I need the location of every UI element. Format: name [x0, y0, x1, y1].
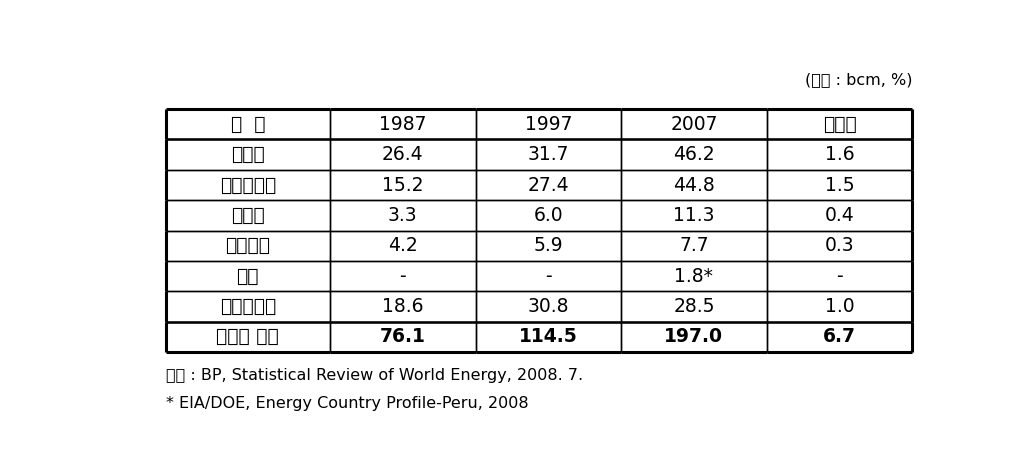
Text: 114.5: 114.5: [519, 327, 578, 346]
Text: 4.2: 4.2: [387, 236, 418, 255]
Text: 중남미 전체: 중남미 전체: [217, 327, 279, 346]
Text: 5.9: 5.9: [534, 236, 564, 255]
Text: 0.3: 0.3: [825, 236, 855, 255]
Text: 1.6: 1.6: [825, 145, 855, 164]
Text: 7.7: 7.7: [680, 236, 709, 255]
Text: 15.2: 15.2: [382, 176, 424, 195]
Text: 콜롬비아: 콜롬비아: [225, 236, 270, 255]
Text: 페루: 페루: [236, 267, 259, 286]
Text: 27.4: 27.4: [527, 176, 569, 195]
Text: 1997: 1997: [524, 115, 572, 134]
Text: 6.0: 6.0: [534, 206, 564, 225]
Text: 브라질: 브라질: [231, 206, 264, 225]
Text: 1.0: 1.0: [825, 297, 855, 316]
Text: 점유율: 점유율: [823, 115, 857, 134]
Text: 31.7: 31.7: [527, 145, 569, 164]
Text: 국  명: 국 명: [231, 115, 265, 134]
Text: 28.5: 28.5: [673, 297, 715, 316]
Text: 76.1: 76.1: [380, 327, 426, 346]
Text: 자료 : BP, Statistical Review of World Energy, 2008. 7.: 자료 : BP, Statistical Review of World Ene…: [166, 368, 583, 383]
Text: 26.4: 26.4: [382, 145, 424, 164]
Text: 1987: 1987: [379, 115, 427, 134]
Text: 아르헨티나: 아르헨티나: [220, 176, 276, 195]
Text: 1.5: 1.5: [825, 176, 855, 195]
Text: -: -: [545, 267, 551, 286]
Text: 베네수엘라: 베네수엘라: [220, 297, 276, 316]
Text: 30.8: 30.8: [527, 297, 569, 316]
Text: -: -: [836, 267, 843, 286]
Text: 0.4: 0.4: [825, 206, 855, 225]
Text: 18.6: 18.6: [382, 297, 424, 316]
Text: (단위 : bcm, %): (단위 : bcm, %): [805, 73, 913, 88]
Text: 44.8: 44.8: [673, 176, 715, 195]
Text: 2007: 2007: [670, 115, 718, 134]
Text: -: -: [400, 267, 406, 286]
Text: 멕시코: 멕시코: [231, 145, 264, 164]
Text: * EIA/DOE, Energy Country Profile-Peru, 2008: * EIA/DOE, Energy Country Profile-Peru, …: [166, 396, 528, 411]
Text: 6.7: 6.7: [823, 327, 856, 346]
Text: 3.3: 3.3: [387, 206, 418, 225]
Text: 197.0: 197.0: [664, 327, 723, 346]
Text: 11.3: 11.3: [673, 206, 715, 225]
Text: 46.2: 46.2: [673, 145, 715, 164]
Text: 1.8*: 1.8*: [674, 267, 714, 286]
